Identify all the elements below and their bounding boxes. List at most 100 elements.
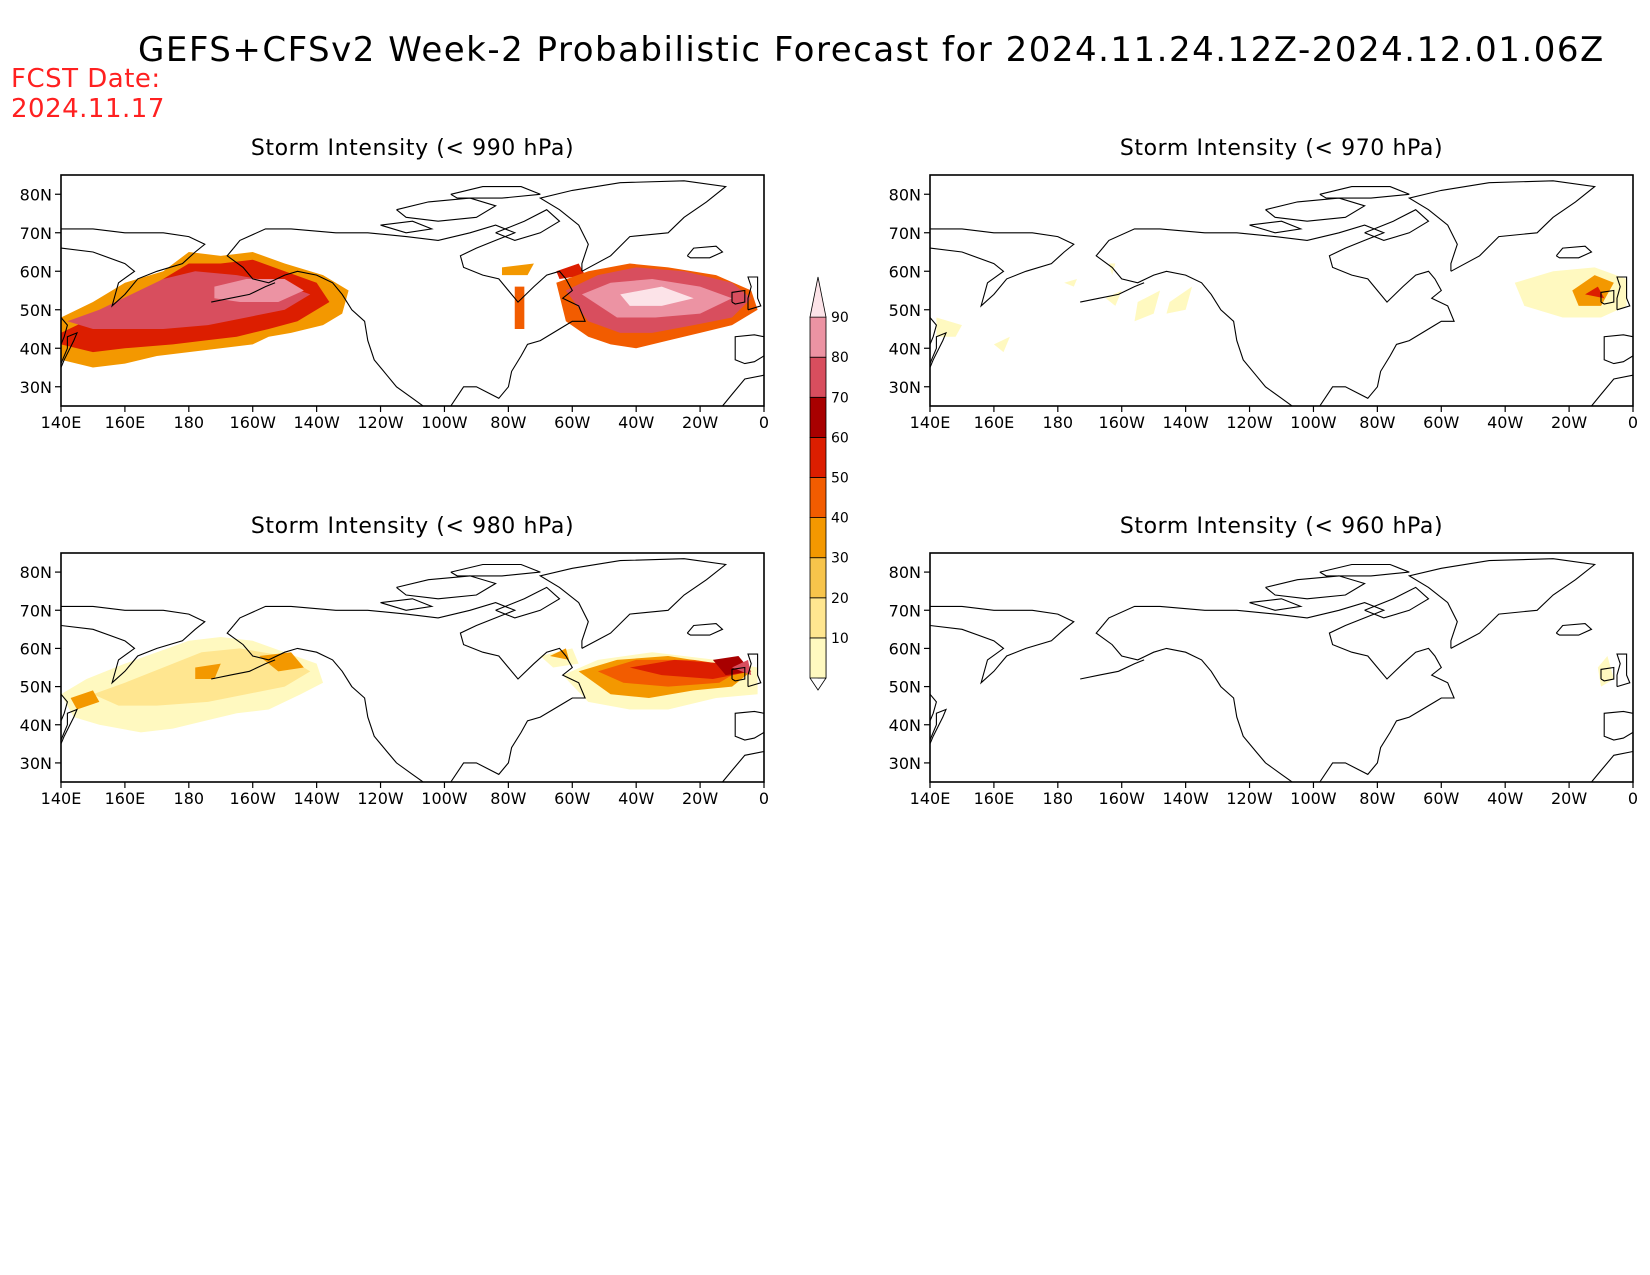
lon-tick-label: 0 — [759, 413, 769, 432]
map-frame — [60, 174, 765, 407]
coastline — [380, 220, 434, 234]
lon-tick-label: 100W — [421, 413, 468, 432]
lon-tick-label: 140E — [910, 413, 951, 432]
map-frame — [60, 552, 765, 783]
coastline — [930, 605, 1075, 685]
probability-region — [70, 690, 100, 710]
coastline — [686, 245, 724, 259]
probability-region — [214, 278, 304, 303]
coastline — [930, 708, 948, 745]
probability-region — [1166, 286, 1193, 314]
colorbar-segment — [809, 396, 827, 438]
map-panel-3: Storm Intensity (< 980 hPa) 140E 160E 180 16… — [20, 514, 769, 808]
lon-tick-label: 20W — [682, 789, 718, 808]
lon-tick-label: 160W — [230, 789, 277, 808]
probability-region — [195, 663, 221, 679]
lon-tick-label: 60W — [554, 789, 590, 808]
lat-tick-label: 40N — [20, 339, 52, 358]
lon-tick-label: 80W — [490, 413, 526, 432]
coastline — [61, 708, 79, 745]
coastline — [1080, 282, 1145, 303]
lat-tick-label: 80N — [889, 185, 921, 204]
coastline — [747, 653, 762, 688]
coastline — [495, 586, 561, 619]
coastline — [747, 276, 762, 311]
main-title: GEFS+CFSv2 Week-2 Probabilistic Forecast… — [138, 30, 1605, 70]
lon-tick-label: 180 — [174, 413, 205, 432]
coastline — [211, 659, 276, 680]
colorbar-segment — [809, 436, 827, 478]
coastline — [722, 750, 764, 782]
lon-tick-label: 60W — [1423, 789, 1459, 808]
lon-tick-label: 160E — [105, 789, 146, 808]
coastline — [211, 282, 276, 303]
panel-title: Storm Intensity (< 970 hPa) — [1120, 136, 1443, 161]
lon-tick-label: 140E — [910, 789, 951, 808]
lon-tick-label: 40W — [1487, 789, 1523, 808]
lon-tick-label: 180 — [1043, 413, 1074, 432]
coastline — [1600, 289, 1615, 305]
coastline — [226, 625, 451, 782]
lat-tick-label: 50N — [20, 678, 52, 697]
probability-shading — [61, 252, 758, 368]
map-frame — [929, 174, 1634, 407]
lat-tick-label: 30N — [20, 378, 52, 397]
lat-tick-label: 30N — [20, 754, 52, 773]
probability-region — [1585, 286, 1605, 299]
colorbar-segment — [809, 356, 827, 398]
colorbar-label: 50 — [831, 471, 849, 487]
lon-tick-label: 160E — [974, 789, 1015, 808]
lon-tick-label: 20W — [1551, 789, 1587, 808]
coastline — [686, 623, 724, 636]
lon-tick-label: 40W — [618, 413, 654, 432]
lon-tick-label: 140W — [1162, 789, 1209, 808]
colorbar-label: 40 — [831, 511, 849, 527]
coastline — [1364, 209, 1430, 241]
lon-tick-label: 20W — [1551, 413, 1587, 432]
coastline — [1591, 374, 1633, 406]
coastline — [538, 180, 728, 272]
lat-tick-label: 30N — [889, 378, 921, 397]
coastline — [1603, 710, 1633, 741]
coastline — [61, 317, 69, 345]
lon-tick-label: 120W — [1226, 413, 1273, 432]
colorbar-label: 70 — [831, 390, 849, 406]
coastline — [396, 575, 497, 600]
coastline — [1555, 245, 1593, 259]
colorbar-label: 90 — [831, 310, 849, 326]
coastline — [1319, 563, 1410, 577]
lat-tick-label: 80N — [20, 563, 52, 582]
probability-region — [620, 286, 694, 306]
lon-tick-label: 140W — [293, 413, 340, 432]
coastline — [731, 289, 746, 305]
coastline — [450, 186, 541, 199]
coastlines — [930, 558, 1633, 782]
lon-tick-label: 140W — [1162, 413, 1209, 432]
lon-tick-label: 180 — [1043, 789, 1074, 808]
panel-title: Storm Intensity (< 960 hPa) — [1120, 514, 1443, 539]
lat-tick-label: 50N — [20, 301, 52, 320]
map-panel-4: Storm Intensity (< 960 hPa) 140E 160E 180 16… — [889, 514, 1638, 808]
probability-region — [259, 652, 304, 672]
coastline — [1095, 247, 1320, 406]
colorbar-label: 10 — [831, 631, 849, 647]
fcst-date-value: 2024.11.17 — [11, 94, 165, 124]
colorbar-label: 60 — [831, 430, 849, 446]
coastline — [61, 693, 69, 722]
coastline — [1364, 586, 1430, 619]
lon-tick-label: 20W — [682, 413, 718, 432]
coastline — [1080, 659, 1145, 680]
lon-tick-label: 140E — [41, 789, 82, 808]
coastline — [1265, 575, 1366, 600]
probability-region — [514, 286, 525, 329]
coastline — [233, 602, 586, 782]
coastline — [930, 331, 948, 368]
coastline — [495, 209, 561, 241]
lat-tick-label: 70N — [889, 601, 921, 620]
probability-region — [936, 317, 962, 337]
colorbar-label: 80 — [831, 350, 849, 366]
lon-tick-label: 160W — [1099, 413, 1146, 432]
coastline — [1095, 625, 1320, 782]
panel-title: Storm Intensity (< 990 hPa) — [251, 136, 574, 161]
lat-tick-label: 80N — [889, 563, 921, 582]
